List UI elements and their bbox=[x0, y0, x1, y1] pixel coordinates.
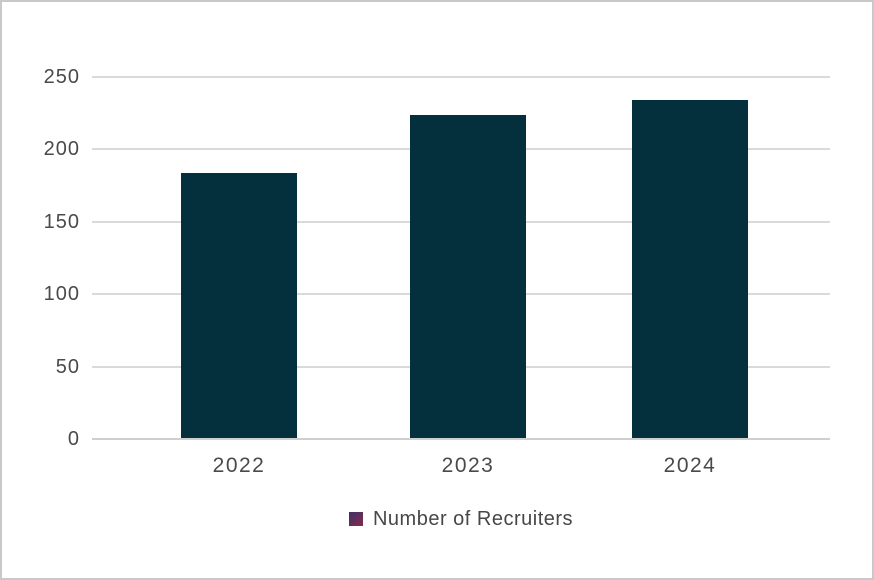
x-axis-label-2024: 2024 bbox=[663, 454, 717, 477]
legend-swatch-icon bbox=[348, 512, 363, 526]
x-axis-label-2023: 2023 bbox=[441, 454, 495, 477]
y-axis-tick-label: 150 bbox=[43, 210, 80, 233]
bar-2022[interactable] bbox=[181, 172, 297, 439]
legend-label: Number of Recruiters bbox=[372, 507, 574, 530]
y-axis-tick-label: 250 bbox=[43, 66, 80, 88]
gridline-y-250 bbox=[92, 76, 830, 78]
y-axis-tick-label: 0 bbox=[67, 428, 80, 450]
y-axis-tick-label: 200 bbox=[43, 138, 80, 161]
x-axis-label-2022: 2022 bbox=[212, 454, 266, 477]
y-axis-tick-label: 50 bbox=[55, 355, 80, 378]
legend[interactable]: Number of Recruiters bbox=[92, 507, 830, 531]
bar-2023[interactable] bbox=[410, 114, 526, 439]
bar-2024[interactable] bbox=[632, 100, 748, 439]
x-axis-line bbox=[92, 438, 830, 440]
y-axis-tick-label: 100 bbox=[43, 283, 80, 306]
